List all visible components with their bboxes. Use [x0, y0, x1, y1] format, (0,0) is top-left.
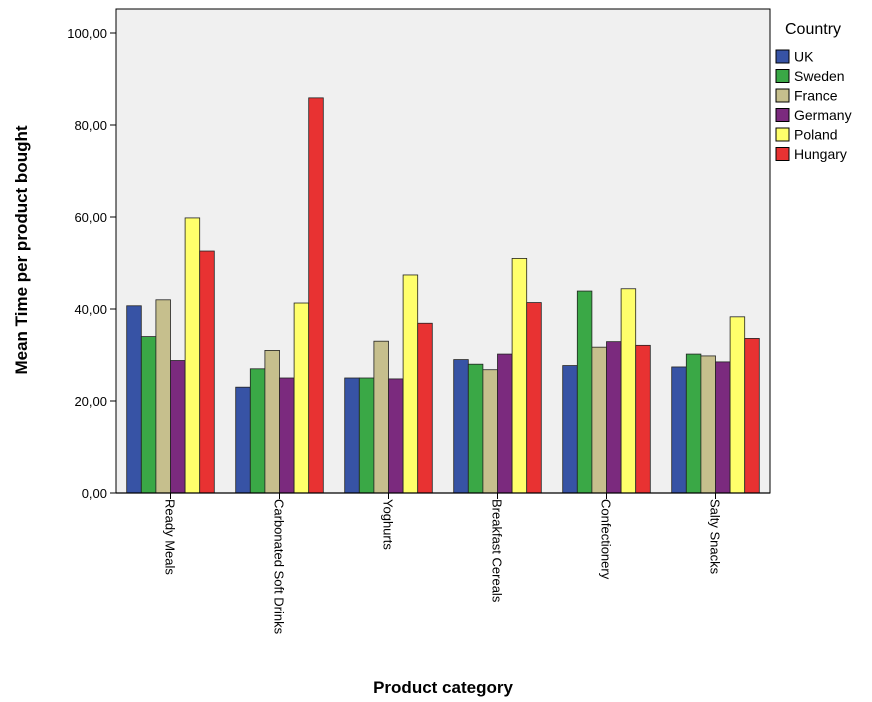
bar-hungary: [199, 250, 215, 494]
legend-swatch: [775, 147, 790, 161]
bar-france: [591, 346, 607, 494]
bar-poland: [184, 217, 201, 494]
legend-label: Poland: [794, 127, 838, 143]
bar-uk: [126, 305, 142, 494]
y-axis-title: Mean Time per product bought: [12, 125, 31, 374]
bar-poland: [511, 257, 528, 494]
bar-hungary: [526, 302, 542, 494]
y-tick-label: 80,00: [74, 118, 107, 133]
bar-poland: [729, 316, 746, 494]
legend-label: UK: [794, 49, 814, 65]
x-tick-label: Salty Snacks: [708, 499, 723, 575]
bar-france: [264, 349, 280, 494]
y-axis: 0,00 20,00 40,00 60,00 80,00 100,00: [67, 9, 117, 501]
legend-title: Country: [785, 21, 841, 38]
bar-germany: [388, 378, 404, 494]
legend-swatch: [775, 108, 790, 122]
y-tick-label: 40,00: [74, 302, 107, 317]
legend-label: France: [794, 88, 838, 104]
bar-france: [373, 340, 389, 494]
bar-france: [155, 299, 171, 494]
x-tick-label: Yoghurts: [381, 499, 396, 550]
bar-hungary: [635, 344, 651, 494]
bar-germany: [279, 377, 295, 494]
y-tick-label: 60,00: [74, 210, 107, 225]
bar-poland: [620, 288, 637, 494]
bar-uk: [235, 386, 251, 494]
bar-sweden: [358, 377, 375, 494]
bar-poland: [293, 302, 310, 494]
bars: [126, 97, 760, 494]
y-tick-label: 100,00: [67, 26, 107, 41]
legend-swatch: [775, 88, 790, 103]
bar-uk: [562, 365, 578, 494]
bar-uk: [453, 359, 469, 494]
x-axis-title: Product category: [373, 678, 513, 697]
plot-area: [115, 8, 771, 494]
x-tick-label: Confectionery: [599, 499, 614, 580]
x-tick-label: Carbonated Soft Drinks: [272, 499, 287, 635]
bar-germany: [606, 341, 622, 494]
bar-sweden: [685, 353, 702, 494]
bar-poland: [402, 274, 419, 494]
legend-swatch: [775, 127, 790, 142]
bar-uk: [671, 366, 687, 494]
legend-label: Sweden: [794, 68, 845, 84]
legend-label: Germany: [794, 107, 852, 123]
legend-swatch: [775, 49, 790, 64]
bar-hungary: [308, 97, 324, 494]
x-tick-label: Ready Meals: [163, 499, 178, 575]
bar-sweden: [140, 336, 157, 494]
bar-france: [482, 369, 498, 494]
legend-label: Hungary: [794, 146, 847, 162]
y-tick-label: 0,00: [82, 486, 107, 501]
bar-germany: [170, 360, 186, 494]
x-tick-label: Breakfast Cereals: [490, 499, 505, 603]
legend-swatch: [775, 69, 790, 83]
bar-sweden: [249, 368, 266, 494]
bar-sweden: [467, 363, 484, 494]
bar-sweden: [576, 290, 593, 494]
bar-germany: [715, 361, 731, 494]
y-tick-label: 20,00: [74, 394, 107, 409]
bar-hungary: [744, 338, 760, 494]
legend: Country UK Sweden France Germany Poland Hunga…: [775, 21, 852, 162]
bar-germany: [497, 353, 513, 494]
x-axis-labels: Ready Meals Carbonated Soft Drinks Yoghurt…: [116, 492, 770, 635]
bar-france: [700, 355, 716, 494]
bar-hungary: [417, 322, 433, 494]
bar-uk: [344, 377, 360, 494]
